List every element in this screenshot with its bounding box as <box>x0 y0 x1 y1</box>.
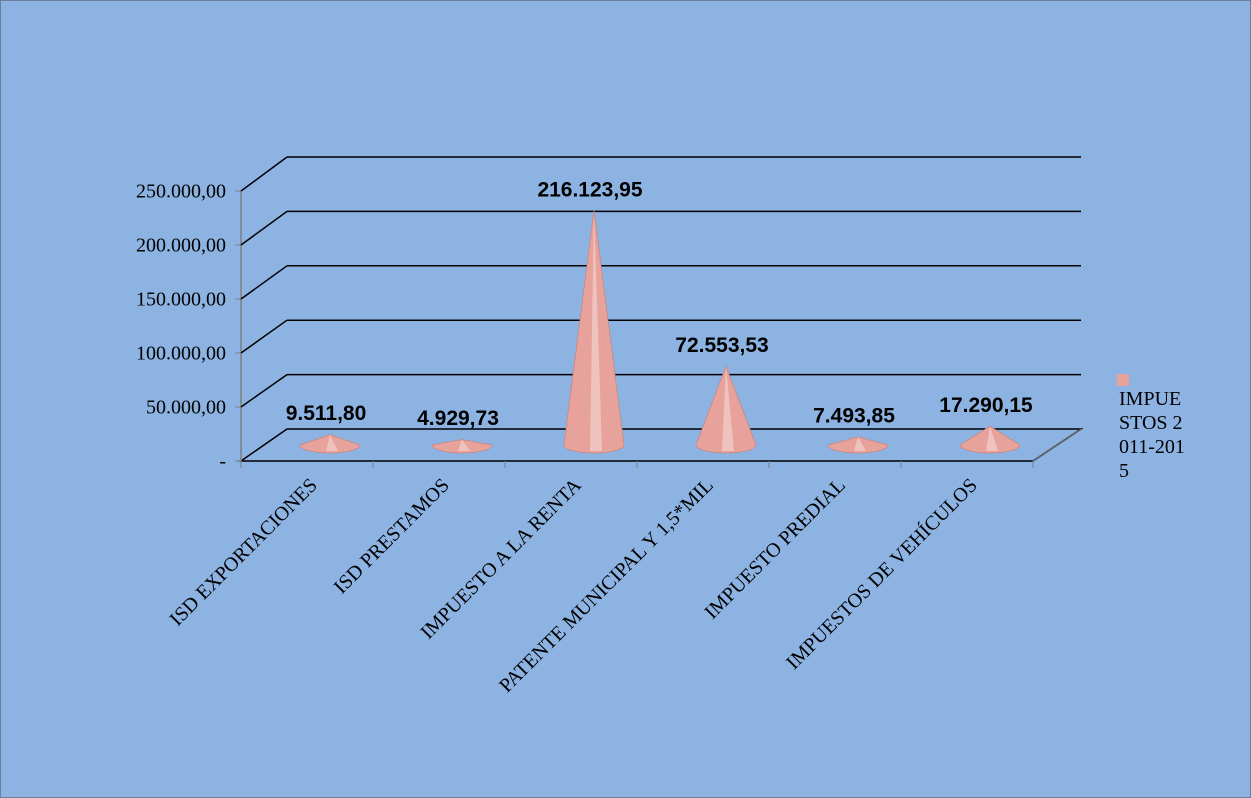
cone-highlight <box>326 434 338 451</box>
legend-label: IMPUESTOS 2011-2015 <box>1119 388 1185 482</box>
grid-line <box>240 210 288 246</box>
cone <box>431 439 493 454</box>
cone-highlight <box>458 439 470 451</box>
y-tick-label: 200.000,00 <box>136 235 226 257</box>
depth-edge <box>1032 428 1082 462</box>
cone <box>299 434 361 454</box>
floor <box>238 428 1084 462</box>
cone-highlight <box>986 426 998 451</box>
cone-highlight <box>590 210 602 451</box>
value-label: 4.929,73 <box>417 407 499 430</box>
value-label: 216.123,95 <box>537 178 642 201</box>
cone <box>695 365 757 454</box>
cone-highlight <box>722 366 734 451</box>
y-tick-label: - <box>219 451 226 473</box>
y-tick-label: 50.000,00 <box>146 397 226 419</box>
y-tick-label: 250.000,00 <box>136 181 226 203</box>
value-label: 72.553,53 <box>675 334 768 357</box>
x-tick-label: ISD PRESTAMOS <box>330 474 454 598</box>
x-tick-label: ISD EXPORTACIONES <box>166 474 322 630</box>
value-label: 9.511,80 <box>286 402 367 425</box>
cone <box>959 425 1021 454</box>
grid-line <box>240 319 288 354</box>
value-label: 17.290,15 <box>939 394 1033 417</box>
x-tick-label: IMPUESTO PREDIAL <box>701 474 850 623</box>
value-label: 7.493,85 <box>813 404 895 427</box>
grid-line <box>240 156 288 192</box>
x-tick-label: PATENTE MUNICIPAL Y 1,5*MIL <box>495 474 718 697</box>
y-tick-label: 150.000,00 <box>136 289 226 311</box>
grid-line <box>240 265 288 300</box>
y-tick-label: 100.000,00 <box>136 343 226 365</box>
cone <box>563 210 625 454</box>
cone-highlight <box>854 436 866 451</box>
grid-line <box>240 373 288 408</box>
legend-marker <box>1117 374 1129 386</box>
cone <box>827 436 889 454</box>
